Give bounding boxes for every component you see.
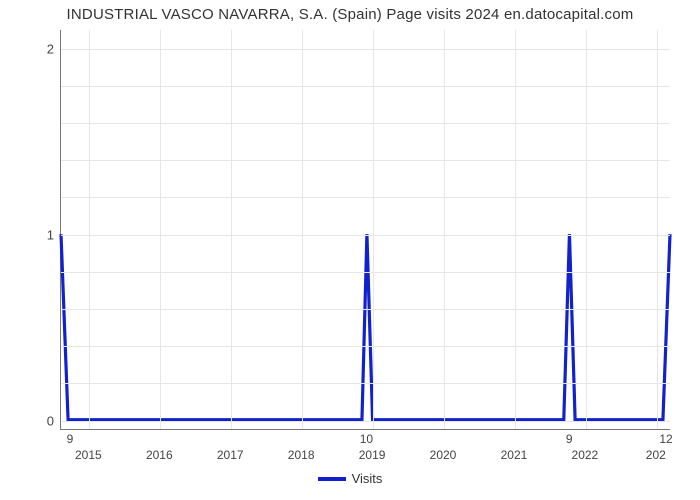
gridline-h: [61, 86, 670, 87]
gridline-h: [61, 383, 670, 384]
x-tick-label: 2018: [288, 448, 315, 462]
gridline-h: [61, 49, 670, 50]
gridline-v: [160, 30, 161, 429]
data-point-label: 12: [659, 432, 672, 446]
legend-label: Visits: [352, 471, 383, 486]
x-tick-label: 2016: [146, 448, 173, 462]
series-line: [61, 30, 670, 429]
gridline-h: [61, 123, 670, 124]
gridline-v: [657, 30, 658, 429]
gridline-v: [586, 30, 587, 429]
plot-area: [60, 30, 670, 430]
gridline-v: [231, 30, 232, 429]
gridline-v: [89, 30, 90, 429]
visits-chart: INDUSTRIAL VASCO NAVARRA, S.A. (Spain) P…: [0, 0, 700, 500]
gridline-v: [373, 30, 374, 429]
y-tick-label: 2: [14, 41, 54, 56]
gridline-h: [61, 309, 670, 310]
legend-swatch: [318, 477, 346, 481]
y-tick-label: 0: [14, 413, 54, 428]
x-tick-label: 2017: [217, 448, 244, 462]
chart-title: INDUSTRIAL VASCO NAVARRA, S.A. (Spain) P…: [0, 6, 700, 23]
x-tick-label: 202: [646, 448, 666, 462]
gridline-h: [61, 235, 670, 236]
x-tick-label: 2019: [359, 448, 386, 462]
legend: Visits: [0, 470, 700, 486]
gridline-h: [61, 272, 670, 273]
x-tick-label: 2021: [501, 448, 528, 462]
data-point-label: 9: [67, 432, 74, 446]
gridline-v: [444, 30, 445, 429]
data-point-label: 9: [566, 432, 573, 446]
gridline-h: [61, 346, 670, 347]
x-tick-label: 2015: [75, 448, 102, 462]
data-point-label: 10: [360, 432, 373, 446]
gridline-v: [515, 30, 516, 429]
x-tick-label: 2020: [430, 448, 457, 462]
y-tick-label: 1: [14, 227, 54, 242]
gridline-h: [61, 197, 670, 198]
gridline-h: [61, 421, 670, 422]
x-tick-label: 2022: [572, 448, 599, 462]
gridline-v: [302, 30, 303, 429]
gridline-h: [61, 160, 670, 161]
